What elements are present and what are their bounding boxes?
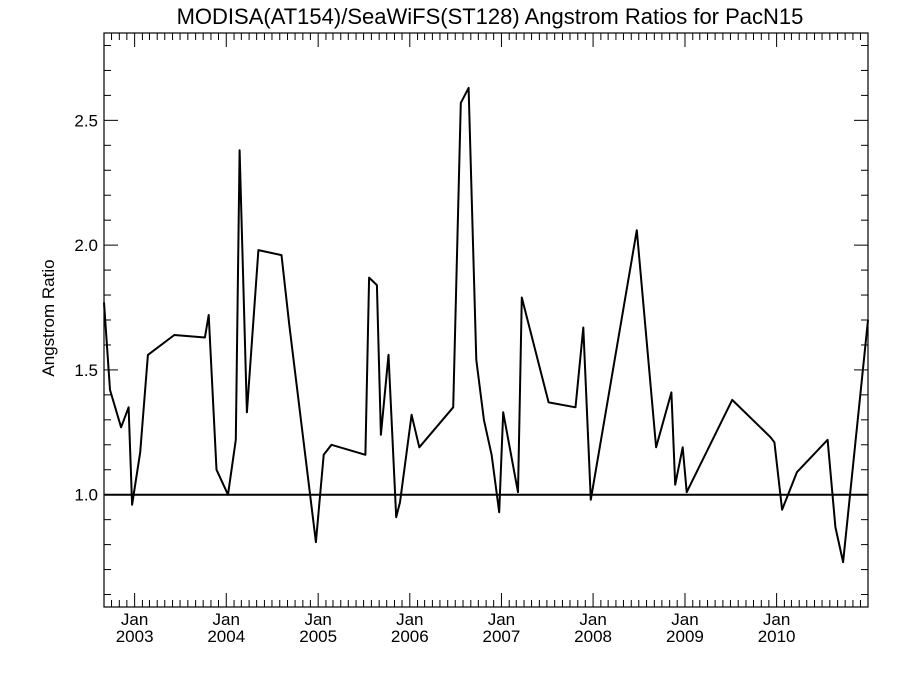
x-tick-label-month: Jan: [304, 610, 331, 629]
plot-frame: [103, 32, 869, 608]
x-tick-label-year: 2005: [299, 627, 337, 646]
plot-marks: [103, 86, 869, 564]
x-tick-label-month: Jan: [488, 610, 515, 629]
y-tick-label: 1.5: [74, 361, 98, 380]
axis-ticks: [103, 33, 868, 607]
y-tick-label: 2.0: [74, 236, 98, 255]
x-tick-label-month: Jan: [121, 610, 148, 629]
y-axis-label: Angstrom Ratio: [39, 259, 58, 376]
x-tick-label-year: 2006: [391, 627, 429, 646]
x-tick-label-year: 2009: [666, 627, 704, 646]
tick-labels: 1.01.52.02.5Jan2003Jan2004Jan2005Jan2006…: [74, 111, 795, 646]
x-tick-label-month: Jan: [396, 610, 423, 629]
chart-title: MODISA(AT154)/SeaWiFS(ST128) Angstrom Ra…: [177, 4, 804, 29]
x-tick-label-month: Jan: [579, 610, 606, 629]
x-tick-label-year: 2004: [207, 627, 245, 646]
y-tick-label: 1.0: [74, 486, 98, 505]
y-tick-label: 2.5: [74, 111, 98, 130]
x-tick-label-month: Jan: [763, 610, 790, 629]
x-tick-label-year: 2003: [116, 627, 154, 646]
x-tick-label-month: Jan: [671, 610, 698, 629]
x-tick-label-year: 2008: [574, 627, 612, 646]
x-tick-label-year: 2007: [483, 627, 521, 646]
x-tick-label-year: 2010: [758, 627, 796, 646]
x-tick-label-month: Jan: [213, 610, 240, 629]
series-line: [103, 86, 869, 564]
